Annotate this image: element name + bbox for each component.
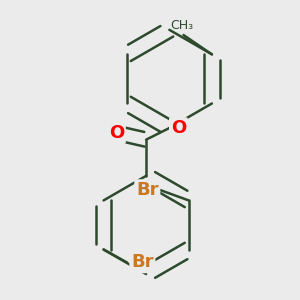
- Text: Br: Br: [131, 254, 154, 272]
- Text: Br: Br: [136, 181, 158, 199]
- Text: O: O: [171, 119, 186, 137]
- Text: CH₃: CH₃: [171, 20, 194, 32]
- Text: O: O: [109, 124, 124, 142]
